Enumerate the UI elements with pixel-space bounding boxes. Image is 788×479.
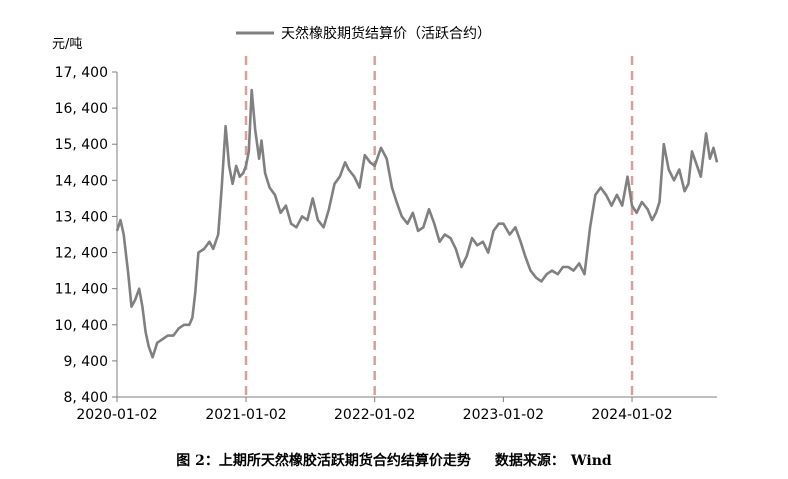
figure-title: 图 2：上期所天然橡胶活跃期货合约结算价走势	[176, 453, 471, 469]
y-tick-label: 10, 400	[55, 318, 108, 334]
series-group	[115, 88, 719, 359]
x-tick-label: 2024-01-02	[591, 407, 672, 423]
legend-label: 天然橡胶期货结算价（活跃合约）	[281, 25, 491, 42]
source-value: Wind	[570, 453, 612, 469]
series-line	[115, 88, 719, 359]
y-tick-label: 14, 400	[55, 173, 108, 189]
rubber-price-chart: 8, 400 9, 400 10, 400 11, 400 12, 400 13, 400…	[52, 25, 719, 423]
x-tick-label: 2021-01-02	[205, 407, 286, 423]
axes-group: 8, 400 9, 400 10, 400 11, 400 12, 400 13, 400…	[52, 37, 717, 423]
reference-lines-group	[244, 56, 634, 397]
y-tick-label: 11, 400	[55, 282, 108, 298]
y-tick-label: 16, 400	[55, 101, 108, 117]
x-tick-label: 2020-01-02	[76, 407, 157, 423]
y-axis-unit-label: 元/吨	[52, 37, 82, 52]
source-label: 数据来源：	[494, 453, 565, 469]
y-tick-label: 9, 400	[63, 354, 108, 370]
y-tick-label: 13, 400	[55, 209, 108, 225]
y-tick-label: 12, 400	[55, 246, 108, 262]
y-tick-label: 17, 400	[55, 65, 108, 81]
y-tick-label: 15, 400	[55, 137, 108, 153]
x-tick-label: 2023-01-02	[463, 407, 544, 423]
figure-caption: 图 2：上期所天然橡胶活跃期货合约结算价走势 数据来源： Wind	[0, 450, 788, 470]
x-tick-label: 2022-01-02	[334, 407, 415, 423]
y-tick-label: 8, 400	[63, 390, 108, 406]
legend: 天然橡胶期货结算价（活跃合约）	[236, 25, 491, 42]
